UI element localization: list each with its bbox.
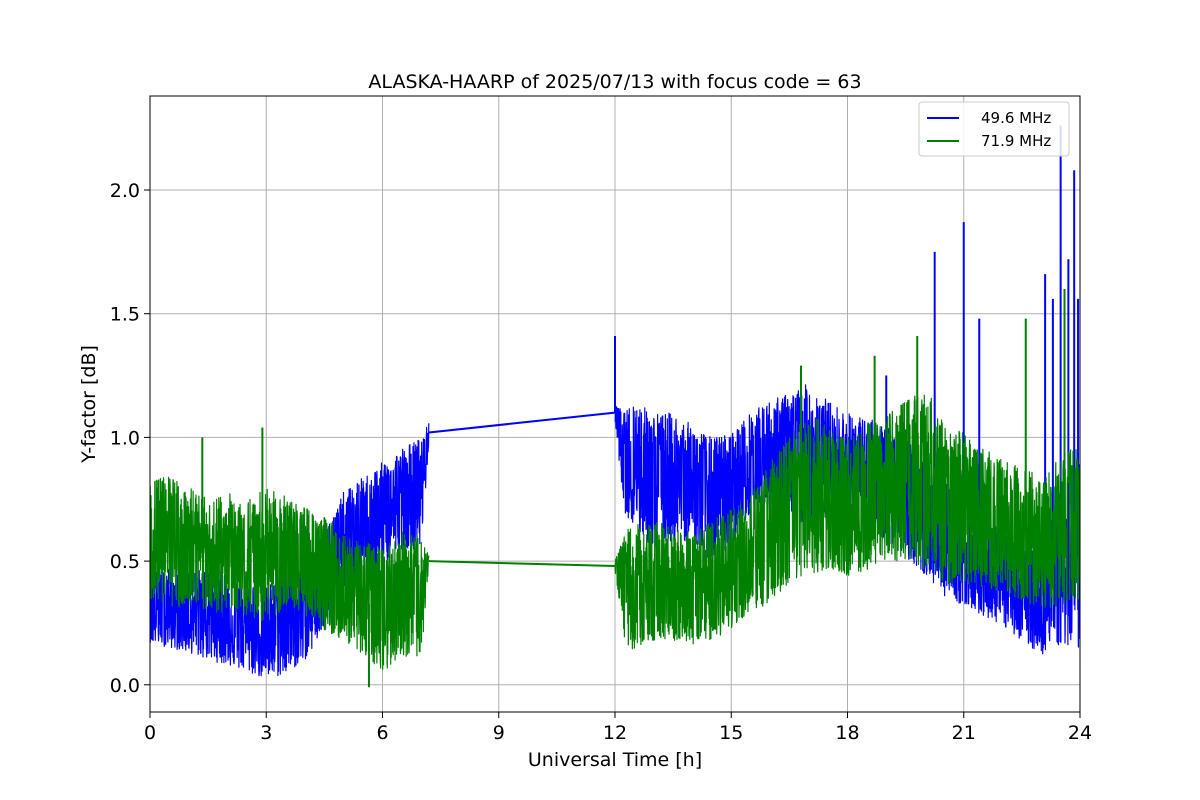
series-gap-connector <box>428 411 616 434</box>
legend: 49.6 MHz 71.9 MHz <box>918 101 1070 157</box>
axis-ticks: 0 3 6 9 12 15 18 21 24 0.0 0.5 1.0 1.5 2.0 <box>110 180 1092 744</box>
x-tick-label: 24 <box>1068 722 1092 744</box>
x-tick-label: 6 <box>376 722 388 744</box>
y-tick-label: 1.0 <box>110 427 140 449</box>
y-tick-label: 0.0 <box>110 675 140 697</box>
legend-entry: 49.6 MHz <box>981 109 1051 127</box>
x-tick-label: 3 <box>260 722 272 744</box>
x-tick-label: 9 <box>493 722 505 744</box>
legend-entry: 71.9 MHz <box>981 132 1051 150</box>
x-tick-label: 0 <box>144 722 156 744</box>
y-axis-label: Y-factor [dB] <box>78 345 100 464</box>
series-line <box>150 394 1080 670</box>
plot-series <box>150 125 1080 688</box>
x-axis-label: Universal Time [h] <box>528 749 702 771</box>
chart-title: ALASKA-HAARP of 2025/07/13 with focus co… <box>368 71 861 93</box>
x-tick-label: 21 <box>952 722 976 744</box>
x-tick-label: 18 <box>835 722 859 744</box>
series-gap-connector <box>428 560 616 568</box>
x-tick-label: 15 <box>719 722 743 744</box>
y-tick-label: 0.5 <box>110 551 140 573</box>
y-tick-label: 2.0 <box>110 180 140 202</box>
x-tick-label: 12 <box>603 722 627 744</box>
y-tick-label: 1.5 <box>110 304 140 326</box>
legend-box <box>918 101 1070 157</box>
series-71-9-mhz <box>150 288 1080 688</box>
